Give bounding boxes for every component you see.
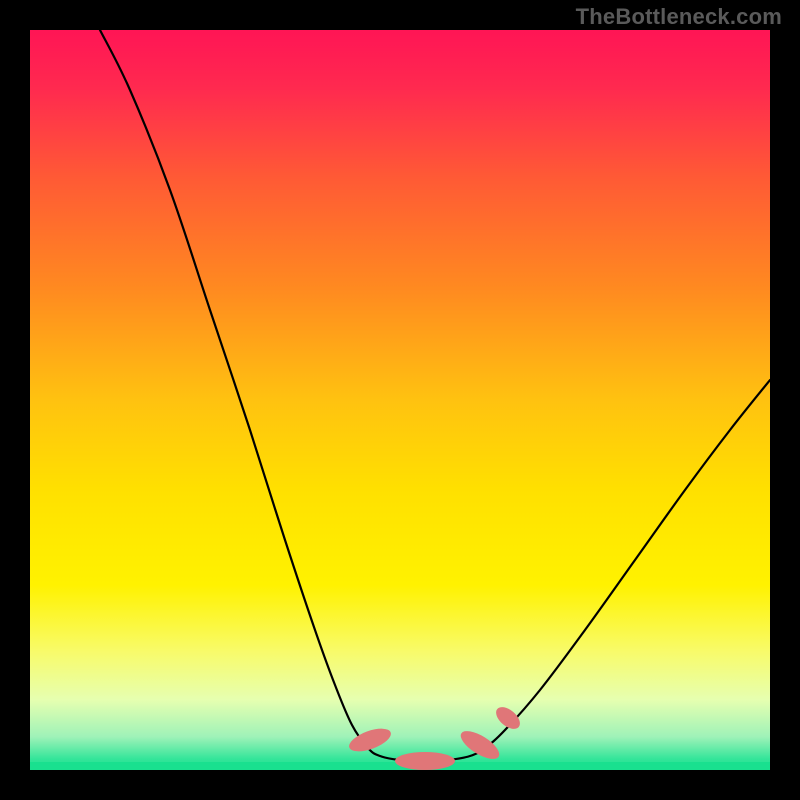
bottleneck-curve-chart — [30, 30, 770, 770]
chart-frame: { "watermark": "TheBottleneck.com", "cha… — [0, 0, 800, 800]
plot-area — [30, 30, 770, 770]
marker — [395, 752, 455, 770]
gradient-background — [30, 30, 770, 770]
watermark-text: TheBottleneck.com — [576, 4, 782, 30]
